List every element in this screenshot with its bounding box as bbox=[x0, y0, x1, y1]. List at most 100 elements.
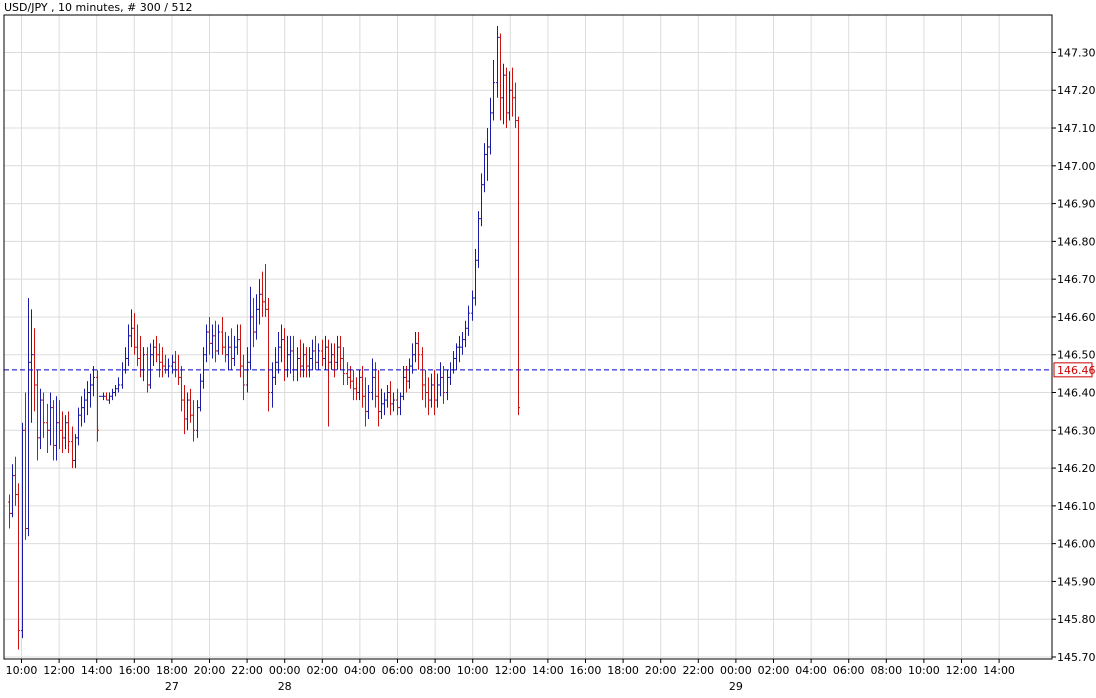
x-tick-label: 14:00 bbox=[983, 664, 1015, 677]
ohlc-bar bbox=[502, 63, 505, 125]
ohlc-bar bbox=[155, 335, 158, 363]
ohlc-bar bbox=[408, 358, 411, 389]
y-tick-label: 146.70 bbox=[1057, 273, 1096, 286]
x-tick-label: 10:00 bbox=[908, 664, 940, 677]
ohlc-bar bbox=[317, 343, 320, 370]
ohlc-bar bbox=[311, 339, 314, 370]
ohlc-bar bbox=[405, 366, 408, 393]
ohlc-bar bbox=[114, 384, 117, 397]
ohlc-bar bbox=[261, 271, 264, 317]
ohlc-bar bbox=[111, 388, 114, 401]
y-tick-label: 146.60 bbox=[1057, 311, 1096, 324]
y-tick-label: 147.00 bbox=[1057, 160, 1096, 173]
x-tick-label: 08:00 bbox=[870, 664, 902, 677]
ohlc-bar bbox=[161, 347, 164, 378]
ohlc-bar bbox=[402, 366, 405, 401]
ohlc-bar bbox=[486, 128, 489, 181]
ohlc-bar bbox=[302, 343, 305, 378]
x-tick-label: 18:00 bbox=[156, 664, 188, 677]
ohlc-bar bbox=[505, 67, 508, 129]
ohlc-bar bbox=[274, 347, 277, 385]
ohlc-bar bbox=[117, 377, 120, 393]
ohlc-bar bbox=[352, 369, 355, 401]
ohlc-bar bbox=[430, 373, 433, 408]
x-tick-label: 06:00 bbox=[382, 664, 414, 677]
ohlc-bar bbox=[342, 347, 345, 385]
ohlc-bar bbox=[67, 411, 70, 453]
ohlc-bar bbox=[358, 369, 361, 401]
y-tick-label: 146.30 bbox=[1057, 424, 1096, 437]
ohlc-bar bbox=[336, 335, 339, 370]
ohlc-bar bbox=[211, 324, 214, 359]
ohlc-bar bbox=[171, 354, 174, 374]
y-tick-label: 146.00 bbox=[1057, 538, 1096, 551]
ohlc-bar bbox=[471, 290, 474, 321]
ohlc-bar bbox=[71, 426, 74, 469]
x-tick-label: 06:00 bbox=[833, 664, 865, 677]
ohlc-bar bbox=[80, 396, 83, 427]
ohlc-bar bbox=[180, 366, 183, 412]
x-tick-label: 18:00 bbox=[607, 664, 639, 677]
ohlc-bar bbox=[305, 347, 308, 378]
ohlc-bar bbox=[146, 347, 149, 393]
ohlc-bar bbox=[377, 369, 380, 427]
ohlc-bar bbox=[255, 294, 258, 340]
ohlc-bar bbox=[455, 343, 458, 370]
x-tick-label: 00:00 bbox=[720, 664, 752, 677]
ohlc-bar bbox=[217, 324, 220, 355]
ohlc-bar bbox=[439, 362, 442, 397]
ohlc-bar bbox=[108, 392, 111, 404]
ohlc-bar bbox=[83, 388, 86, 423]
ohlc-bar bbox=[299, 339, 302, 378]
ohlc-bar bbox=[30, 309, 33, 423]
ohlc-bar bbox=[64, 415, 67, 450]
ohlc-bar bbox=[411, 343, 414, 374]
y-tick-label: 146.90 bbox=[1057, 198, 1096, 211]
x-tick-label: 16:00 bbox=[118, 664, 150, 677]
ohlc-bar bbox=[330, 343, 333, 370]
ohlc-bar bbox=[380, 388, 383, 419]
x-date-label: 29 bbox=[729, 680, 743, 693]
x-date-label: 28 bbox=[278, 680, 292, 693]
ohlc-bar bbox=[236, 324, 239, 355]
ohlc-bar bbox=[92, 366, 95, 397]
ohlc-bar bbox=[327, 339, 330, 427]
ohlc-bar bbox=[264, 264, 267, 317]
ohlc-bar bbox=[517, 116, 520, 416]
ohlc-bar bbox=[208, 316, 211, 355]
y-tick-label: 145.80 bbox=[1057, 613, 1096, 626]
ohlc-bar bbox=[355, 377, 358, 401]
x-tick-label: 20:00 bbox=[194, 664, 226, 677]
ohlc-bar bbox=[202, 347, 205, 389]
ohlc-bar bbox=[224, 332, 227, 363]
ohlc-bar bbox=[39, 388, 42, 450]
ohlc-bar bbox=[414, 332, 417, 363]
x-date-label: 27 bbox=[165, 680, 179, 693]
x-tick-label: 12:00 bbox=[494, 664, 526, 677]
ohlc-bar bbox=[371, 358, 374, 401]
ohlc-bar bbox=[27, 298, 30, 537]
ohlc-bar bbox=[74, 434, 77, 469]
ohlc-bar bbox=[277, 332, 280, 374]
ohlc-bar bbox=[458, 335, 461, 363]
ohlc-bar bbox=[499, 33, 502, 121]
ohlc-bar bbox=[233, 335, 236, 367]
ohlc-bar bbox=[446, 369, 449, 401]
ohlc-bar bbox=[89, 373, 92, 408]
y-tick-label: 146.50 bbox=[1057, 349, 1096, 362]
y-tick-label: 146.40 bbox=[1057, 387, 1096, 400]
ohlc-bar bbox=[474, 248, 477, 306]
ohlc-bar bbox=[230, 328, 233, 370]
ohlc-bar bbox=[102, 392, 105, 401]
ohlc-bar bbox=[508, 71, 511, 121]
ohlc-bar bbox=[383, 392, 386, 416]
ohlc-bar bbox=[133, 313, 136, 355]
x-tick-label: 02:00 bbox=[306, 664, 338, 677]
ohlc-bar bbox=[333, 343, 336, 378]
ohlc-bar bbox=[514, 82, 517, 129]
ohlc-bar bbox=[58, 400, 61, 450]
y-tick-label: 146.10 bbox=[1057, 500, 1096, 513]
ohlc-bar bbox=[252, 298, 255, 348]
ohlc-bar bbox=[433, 369, 436, 416]
